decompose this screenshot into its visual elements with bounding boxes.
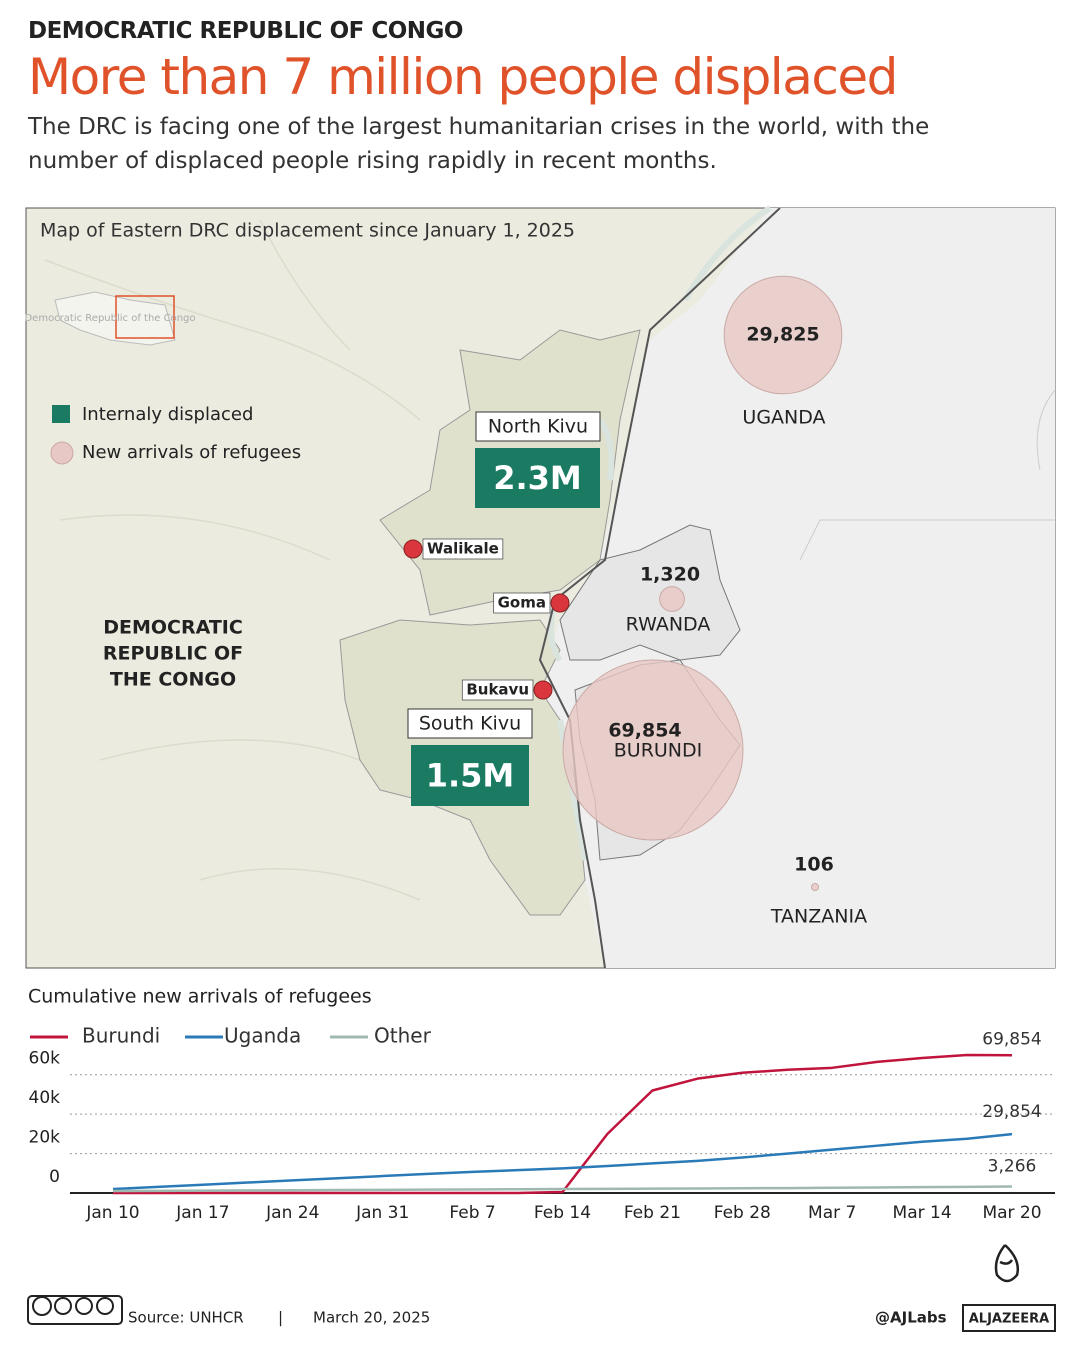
city-label-box — [461, 679, 534, 701]
series-line — [113, 1053, 1013, 1195]
city-label-box — [493, 592, 551, 614]
inset-label: Democratic Republic of the Congo — [24, 313, 195, 324]
country-label: REPUBLIC OF — [103, 643, 243, 665]
x-tick-label: Jan 17 — [175, 1203, 229, 1223]
series-line — [112, 1185, 1013, 1193]
kicker: DEMOCRATIC REPUBLIC OF CONGO — [28, 18, 463, 44]
cc-icon — [32, 1296, 52, 1316]
subtitle: The DRC is facing one of the largest hum… — [28, 114, 930, 174]
legend-label: Internaly displaced — [82, 404, 253, 425]
value-label: 29,854 — [982, 1102, 1041, 1122]
city-label: Goma — [498, 594, 546, 612]
legend-label: Burundi — [82, 1024, 160, 1048]
refugee-bubble — [810, 882, 820, 892]
series-line — [112, 1132, 1013, 1191]
city-dot — [533, 680, 553, 700]
y-tick-label: 60k — [29, 1049, 61, 1069]
refugee-bubble — [562, 659, 744, 841]
cc-badge — [27, 1295, 123, 1325]
brand-box — [962, 1304, 1056, 1332]
chart-title: Cumulative new arrivals of refugees — [28, 986, 372, 1008]
province-name: South Kivu — [419, 713, 521, 735]
map-base — [25, 205, 1056, 969]
refugee-label: 69,854 — [608, 720, 681, 742]
date: March 20, 2025 — [313, 1309, 430, 1327]
refugee-label: 1,320 — [640, 564, 700, 586]
country-name: UGANDA — [742, 407, 825, 429]
refugee-label: 106 — [794, 854, 834, 876]
y-tick-label: 20k — [29, 1128, 61, 1148]
displaced-value: 1.5M — [426, 757, 515, 795]
lakes — [548, 205, 772, 861]
country-name: RWANDA — [626, 614, 711, 636]
header: DEMOCRATIC REPUBLIC OF CONGO More than 7… — [28, 18, 1028, 178]
brand: ALJAZEERA — [969, 1312, 1050, 1327]
x-tick-label: Mar 7 — [808, 1203, 856, 1223]
footer-icons — [27, 1244, 1056, 1332]
separator: | — [278, 1309, 283, 1327]
x-tick-label: Mar 14 — [893, 1203, 952, 1223]
source: Source: UNHCR — [128, 1309, 244, 1327]
x-tick-label: Mar 20 — [982, 1203, 1041, 1223]
legend-swatch — [50, 441, 74, 465]
x-tick-label: Jan 24 — [265, 1203, 319, 1223]
inset-outline — [54, 291, 176, 346]
refugee-bubble — [659, 586, 685, 612]
nc-icon — [75, 1297, 93, 1315]
legend-swatch — [52, 405, 70, 423]
by-icon — [54, 1297, 72, 1315]
x-tick-label: Feb 21 — [624, 1203, 681, 1223]
x-tick-label: Jan 10 — [85, 1203, 139, 1223]
inset-box — [115, 295, 175, 339]
x-tick-label: Feb 7 — [449, 1203, 495, 1223]
country-label: DEMOCRATIC — [103, 617, 243, 639]
city-label-box — [422, 538, 504, 560]
city-dot — [550, 593, 570, 613]
borders — [799, 389, 1056, 561]
sa-icon — [96, 1297, 114, 1315]
legend-label: Uganda — [224, 1024, 301, 1048]
province-label-box — [407, 708, 533, 739]
province-label-box — [475, 411, 601, 442]
city-label: Walikale — [427, 540, 499, 558]
logo-mark — [994, 1244, 1019, 1283]
handle: @AJLabs — [875, 1309, 947, 1327]
displaced-value: 2.3M — [493, 459, 582, 497]
displaced-box — [411, 745, 529, 806]
map-title: Map of Eastern DRC displacement since Ja… — [40, 220, 575, 242]
refugee-bubble — [723, 275, 843, 395]
x-tick-label: Feb 14 — [534, 1203, 591, 1223]
province-name: North Kivu — [488, 416, 588, 438]
city-label: Bukavu — [466, 681, 529, 699]
city-dot — [403, 539, 423, 559]
rivers — [44, 219, 421, 901]
y-tick-label: 0 — [49, 1167, 60, 1187]
displaced-box — [475, 448, 600, 508]
title: More than 7 million people displaced — [28, 48, 898, 106]
country-label: THE CONGO — [110, 669, 236, 691]
legend-label: New arrivals of refugees — [82, 442, 301, 463]
x-tick-label: Jan 31 — [355, 1203, 409, 1223]
value-label: 3,266 — [988, 1157, 1037, 1177]
refugee-label: 29,825 — [746, 324, 819, 346]
country-name: TANZANIA — [770, 906, 867, 928]
y-tick-label: 40k — [29, 1088, 61, 1108]
country-name: BURUNDI — [614, 740, 703, 762]
legend-label: Other — [374, 1024, 432, 1048]
x-tick-label: Feb 28 — [714, 1203, 771, 1223]
value-label: 69,854 — [982, 1029, 1041, 1049]
